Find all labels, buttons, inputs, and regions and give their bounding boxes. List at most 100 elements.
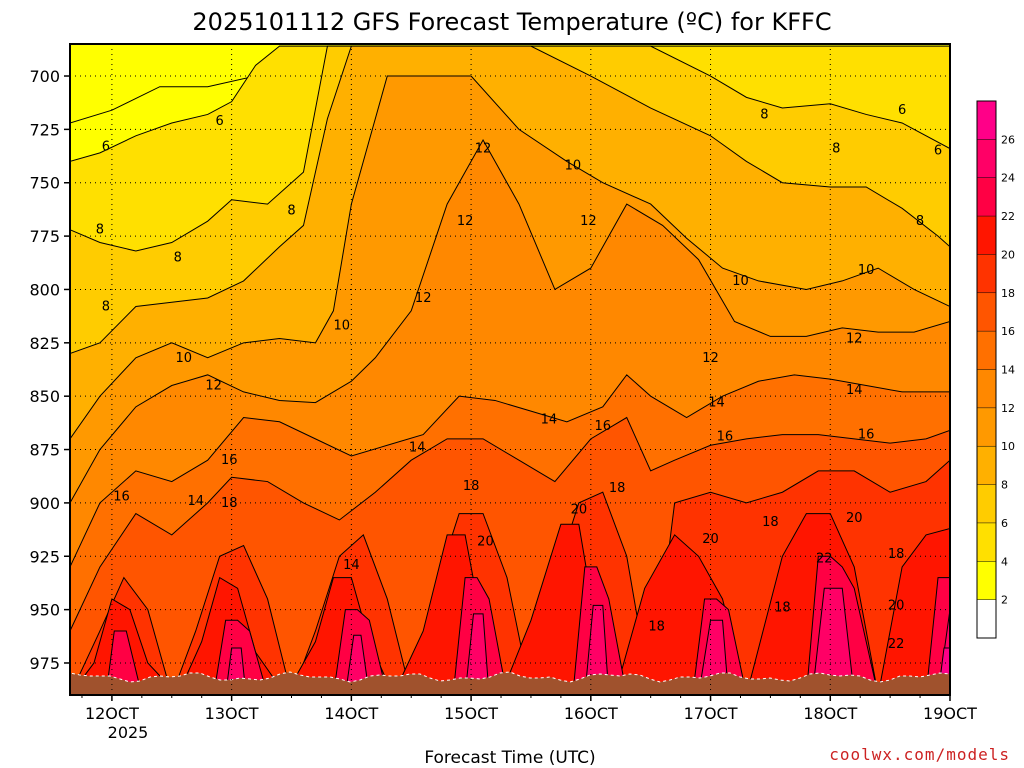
x-tick-label: 18OCT	[803, 704, 857, 723]
contour-label: 14	[708, 396, 725, 411]
contour-label: 14	[343, 558, 360, 573]
x-tick-label: 19OCT	[923, 704, 977, 723]
contour-label: 8	[96, 223, 104, 238]
y-tick-label: 950	[29, 601, 60, 620]
contour-labels: 6 6 8 8 8 8 10 10 12 12 12 12 10 12 8 8 6 6 8 10 10 12 12 14 14 1…	[96, 103, 942, 652]
colorbar-label: 6	[1001, 517, 1008, 530]
y-tick-label: 900	[29, 494, 60, 513]
x-year-label: 2025	[108, 723, 149, 742]
contour-label: 18	[648, 620, 665, 635]
colorbar-label: 10	[1001, 440, 1015, 453]
credit-text: coolwx.com/models	[829, 745, 1010, 764]
plot-frame	[69, 43, 951, 696]
grid-lines	[70, 44, 950, 695]
contour-label: 8	[916, 214, 924, 229]
colorbar-label: 24	[1001, 172, 1015, 185]
contour-label: 10	[565, 159, 582, 174]
contour-label: 18	[762, 515, 779, 530]
y-tick-label: 725	[29, 120, 60, 139]
terrain-ground	[70, 671, 950, 695]
contour-label: 18	[774, 600, 791, 615]
contour-label: 20	[702, 532, 719, 547]
contour-label: 6	[898, 103, 906, 118]
colorbar-swatch	[977, 292, 996, 332]
x-tick-label: 14OCT	[324, 704, 378, 723]
contour-label: 10	[334, 319, 351, 334]
contour-label: 10	[858, 263, 875, 278]
x-tick-label: 16OCT	[564, 704, 618, 723]
y-tick-label: 700	[29, 67, 60, 86]
colorbar-swatch	[977, 369, 996, 408]
y-tick-label: 875	[29, 441, 60, 460]
contour-label: 14	[409, 440, 426, 455]
colorbar-label: 20	[1001, 248, 1015, 261]
contour-label: 16	[595, 419, 612, 434]
contour-label: 6	[102, 139, 110, 154]
colorbar-label: 16	[1001, 325, 1015, 338]
contour-label: 10	[175, 351, 192, 366]
terrain-ground	[70, 671, 950, 695]
colorbar-label: 4	[1001, 555, 1008, 568]
contour-label: 8	[174, 250, 182, 265]
colorbar-swatch	[977, 561, 996, 600]
contour-label: 18	[221, 496, 238, 511]
y-axis: 700 725 750 775 800 825 850 875 900 925 950 975	[29, 67, 70, 673]
x-tick-label: 12OCT	[85, 704, 139, 723]
contour-label: 12	[580, 214, 597, 229]
y-tick-label: 975	[29, 654, 60, 673]
x-tick-label: 15OCT	[444, 704, 498, 723]
y-tick-label: 825	[29, 334, 60, 353]
x-axis-title: Forecast Time (UTC)	[424, 748, 595, 768]
contour-label: 16	[221, 453, 238, 468]
colorbar-label: 2	[1001, 594, 1008, 607]
contour-label: 8	[832, 142, 840, 157]
contour-label: 16	[717, 430, 734, 445]
contour-label: 8	[287, 203, 295, 218]
x-axis: 12OCT 13OCT 14OCT 15OCT 16OCT 17OCT 18OCT 19OCT	[81, 695, 977, 723]
x-tick-label: 17OCT	[684, 704, 738, 723]
colorbar-swatch	[977, 331, 996, 370]
contour-label: 8	[760, 107, 768, 122]
contour-label: 22	[816, 551, 833, 566]
colorbar-label: 12	[1001, 402, 1015, 415]
contour-label: 12	[457, 214, 474, 229]
colorbar-swatch	[977, 177, 996, 217]
y-tick-label: 750	[29, 174, 60, 193]
colorbar-label: 26	[1001, 133, 1015, 146]
contour-label: 12	[205, 379, 222, 394]
contour-label: 20	[888, 598, 905, 613]
colorbar-swatch	[977, 216, 996, 255]
contour-label: 10	[732, 274, 749, 289]
chart-title: 2025101112 GFS Forecast Temperature (ºC)…	[192, 8, 831, 36]
contour-label: 14	[187, 494, 204, 509]
colorbar-label: 18	[1001, 287, 1015, 300]
colorbar-swatch	[977, 599, 996, 638]
colorbar-swatch	[977, 254, 996, 293]
colorbar-label: 14	[1001, 364, 1015, 377]
temperature-fill-layers	[70, 45, 950, 695]
colorbar-label: 22	[1001, 210, 1015, 223]
x-tick-label: 13OCT	[205, 704, 259, 723]
colorbar-label: 8	[1001, 479, 1008, 492]
contour-label: 12	[475, 142, 492, 157]
contour-label: 8	[102, 300, 110, 315]
y-tick-label: 925	[29, 547, 60, 566]
colorbar-swatch	[977, 101, 996, 140]
contour-label: 22	[888, 637, 905, 652]
colorbar-swatch	[977, 446, 996, 485]
contour-label: 12	[702, 351, 719, 366]
contour-label: 14	[846, 383, 863, 398]
contour-label: 18	[463, 479, 480, 494]
contour-label: 12	[846, 332, 863, 347]
contour-label: 14	[541, 413, 558, 428]
colorbar-swatch	[977, 484, 996, 523]
contour-label: 18	[609, 481, 626, 496]
contour-label: 12	[415, 291, 432, 306]
colorbar-swatch	[977, 407, 996, 447]
contour-label: 6	[934, 144, 942, 159]
contour-label: 18	[888, 547, 905, 562]
y-tick-label: 775	[29, 227, 60, 246]
contour-label: 20	[846, 511, 863, 526]
